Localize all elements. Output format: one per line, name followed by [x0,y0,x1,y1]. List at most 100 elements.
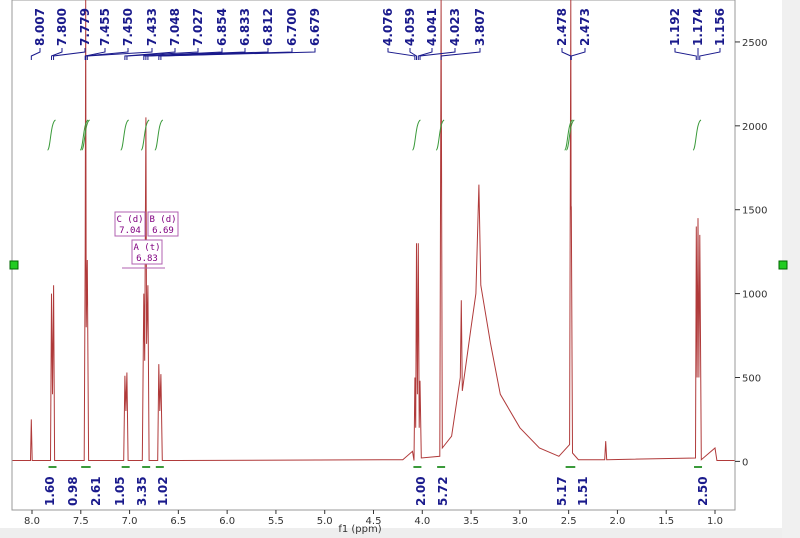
peak-connector [160,48,316,60]
multiplet-name: A (t) [133,243,160,253]
peak-label: 6.700 [285,8,299,46]
multiplet-box [147,211,179,237]
peak-label: 7.450 [121,8,135,46]
x-tick-label: 7.5 [73,516,89,527]
y-tick-label: 500 [742,373,761,384]
peak-connector [570,48,586,60]
peak-label: 4.059 [403,8,417,46]
peak-label: 8.007 [33,8,47,46]
integral-label: 3.35 [135,476,149,506]
peak-connector [53,48,86,60]
peak-label: 6.812 [261,8,275,46]
integral-label: 5.17 [555,476,569,506]
y-tick-label: 0 [742,457,748,468]
peak-label: 7.779 [78,8,92,46]
integral-label: 2.50 [696,476,710,506]
x-tick-label: 7.0 [122,516,138,527]
peak-label: 7.048 [168,8,182,46]
integral-label: 5.72 [436,476,450,506]
peak-label: 7.800 [55,8,69,46]
integral-curve [564,119,573,151]
peak-connector [419,48,456,60]
x-tick-label: 1.0 [707,516,723,527]
peak-connector [51,48,63,60]
y-tick-label: 1500 [742,206,767,217]
multiplet-shift: 7.04 [119,226,141,236]
peak-label: 1.192 [668,8,682,46]
peak-connector [417,48,433,60]
multiplet-name: C (d) [116,215,143,225]
multiplet-box [131,239,163,265]
x-tick-label: 4.0 [414,516,430,527]
x-tick-label: 2.0 [609,516,625,527]
integral-label: 0.98 [66,476,80,506]
integral-curve [140,119,150,151]
peak-connector [30,48,41,60]
multiplet-shift: 6.69 [152,226,174,236]
integral-curve [120,119,130,151]
multiplet-shift: 6.83 [136,254,158,264]
integral-label: 1.02 [156,476,170,506]
x-tick-label: 5.0 [317,516,333,527]
integral-curve [565,119,575,151]
peak-label: 4.076 [381,8,395,46]
peak-connector [409,48,418,60]
peak-label: 4.023 [448,8,462,46]
handle[interactable] [9,260,19,270]
peak-label: 2.473 [578,8,592,46]
peak-connector [440,48,481,60]
peak-label: 4.041 [425,8,439,46]
peak-connector [85,48,129,60]
integral-curve [435,119,445,151]
peak-connector [674,48,697,60]
peak-connector [147,48,269,60]
scrollbar[interactable] [0,528,782,538]
x-tick-label: 6.0 [219,516,235,527]
y-tick-label: 2000 [742,122,767,133]
integral-curve [79,119,89,151]
x-tick-label: 1.5 [658,516,674,527]
integral-curve [411,119,421,151]
integral-label: 2.00 [414,476,428,506]
x-tick-label: 8.0 [24,516,40,527]
integral-label: 1.05 [113,476,127,506]
peak-connector [699,48,721,60]
integral-label: 1.51 [576,476,590,506]
integral-label: 2.61 [89,476,103,506]
peak-connector [387,48,416,60]
peak-label: 7.455 [98,8,112,46]
x-tick-label: 5.5 [268,516,284,527]
peak-label: 6.854 [215,8,229,46]
peak-connector [143,48,223,60]
integral-curve [692,119,702,151]
y-tick-label: 2500 [742,38,767,49]
plot-area [11,0,736,511]
integral-label: 1.60 [43,476,57,506]
peak-label: 6.833 [238,8,252,46]
x-tick-label: 3.0 [512,516,528,527]
multiplet-name: B (d) [149,215,176,225]
side-panel [782,0,800,538]
integral-curve [81,119,91,151]
peak-label: 1.174 [691,8,705,46]
handle[interactable] [778,260,788,270]
peak-label: 2.478 [555,8,569,46]
integral-curve [154,119,164,151]
peak-label: 6.679 [308,8,322,46]
peak-label: 7.433 [145,8,159,46]
peak-connector [86,48,153,60]
multiplet-box [114,211,146,237]
peak-label: 3.807 [473,8,487,46]
x-tick-label: 6.5 [170,516,186,527]
integral-curve [47,119,56,151]
spectrum [12,0,735,461]
y-tick-label: 1000 [742,290,767,301]
x-tick-label: 4.5 [366,516,382,527]
x-tick-label: 3.5 [463,516,479,527]
peak-connector [124,48,176,60]
x-tick-label: 2.5 [561,516,577,527]
peak-label: 1.156 [713,8,727,46]
peak-label: 7.027 [191,8,205,46]
peak-connector [126,48,199,60]
